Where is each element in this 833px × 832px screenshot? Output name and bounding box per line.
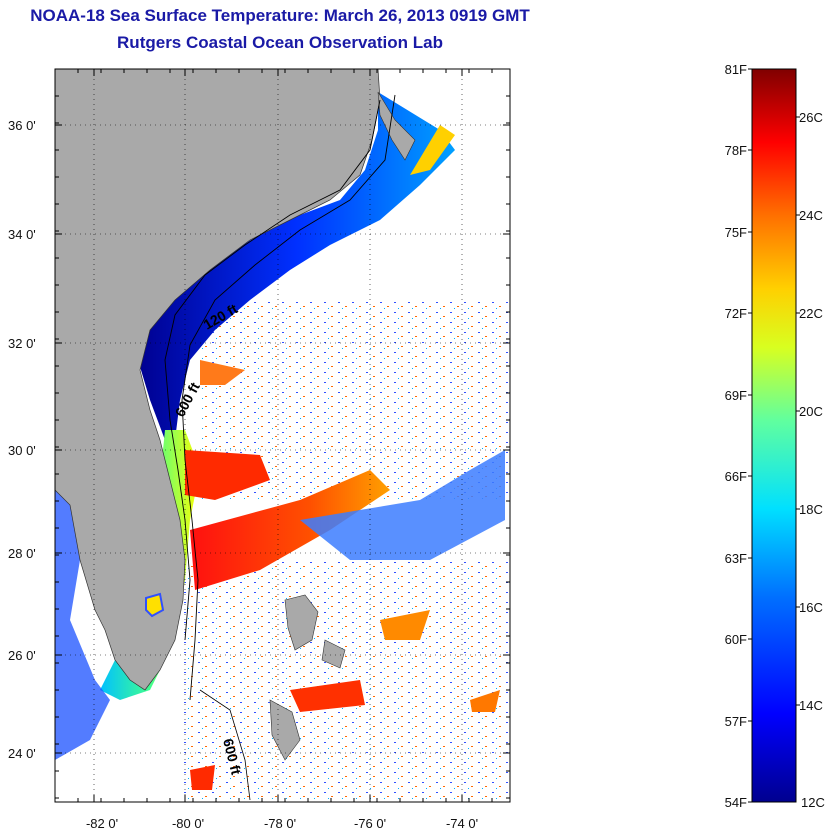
contour-600ft xyxy=(181,94,396,701)
gulf-stream-eddy xyxy=(200,360,245,385)
lon-label-82: -82 0' xyxy=(86,816,118,831)
lat-label-34: 34 0' xyxy=(8,227,36,242)
andros-island xyxy=(269,699,301,761)
map-subtitle: Rutgers Coastal Ocean Observation Lab xyxy=(117,33,443,52)
axis-ticks xyxy=(55,69,510,802)
colorbar-f-69: 69F xyxy=(725,388,747,403)
colorbar-f-66: 66F xyxy=(725,469,747,484)
lon-label-80: -80 0' xyxy=(172,816,204,831)
colorbar-c-24: 24C xyxy=(799,208,823,223)
colorbar-f-72: 72F xyxy=(725,306,747,321)
outer-banks-land xyxy=(377,91,416,161)
warm-patch-south xyxy=(190,765,215,790)
lat-label-36: 36 0' xyxy=(8,118,36,133)
colorbar-c-22: 22C xyxy=(799,306,823,321)
gulf-stream-north xyxy=(185,450,270,500)
colorbar-f-60: 60F xyxy=(725,632,747,647)
lat-label-32: 32 0' xyxy=(8,336,36,351)
map-border xyxy=(54,68,511,803)
colorbar-f-75: 75F xyxy=(725,225,747,240)
gulf-stream-core xyxy=(190,470,390,590)
lat-label-30: 30 0' xyxy=(8,443,36,458)
warm-patch-east xyxy=(380,610,430,640)
lat-label-26: 26 0' xyxy=(8,648,36,663)
colorbar-c-18: 18C xyxy=(799,502,823,517)
warm-patch-bahamas xyxy=(290,680,365,712)
colorbar-f-81: 81F xyxy=(725,62,747,77)
colorbar-f-78: 78F xyxy=(725,143,747,158)
us-east-coast-land xyxy=(55,69,381,691)
lat-label-24: 24 0' xyxy=(8,746,36,761)
colorbar-ticks xyxy=(748,68,800,803)
eleuthera-island xyxy=(321,639,346,669)
lake-okeechobee xyxy=(145,592,165,618)
gulf-of-mexico-water xyxy=(55,490,110,760)
sst-map xyxy=(55,69,510,802)
cape-warm-tongue xyxy=(410,125,455,175)
lon-label-78: -78 0' xyxy=(264,816,296,831)
map-title: NOAA-18 Sea Surface Temperature: March 2… xyxy=(30,6,530,25)
temperature-colorbar xyxy=(751,68,797,803)
cold-shelf-water xyxy=(138,92,455,440)
contour-600ft-south xyxy=(199,689,251,801)
warm-patch-southeast xyxy=(470,690,500,712)
colorbar-f-63: 63F xyxy=(725,551,747,566)
offshore-mixed-water xyxy=(300,450,505,560)
lat-label-28: 28 0' xyxy=(8,546,36,561)
lon-label-74: -74 0' xyxy=(446,816,478,831)
colorbar-f-57: 57F xyxy=(725,714,747,729)
colorbar-c-16: 16C xyxy=(799,600,823,615)
colorbar-c-14: 14C xyxy=(799,698,823,713)
graticule xyxy=(55,69,510,802)
colorbar-c-20: 20C xyxy=(799,404,823,419)
colorbar-c-26: 26C xyxy=(799,110,823,125)
colorbar-c-12: 12C xyxy=(801,795,825,810)
bahamas-island xyxy=(284,594,319,651)
southern-speckle-field xyxy=(180,560,510,802)
colorbar-f-54: 54F xyxy=(725,795,747,810)
lon-label-76: -76 0' xyxy=(354,816,386,831)
